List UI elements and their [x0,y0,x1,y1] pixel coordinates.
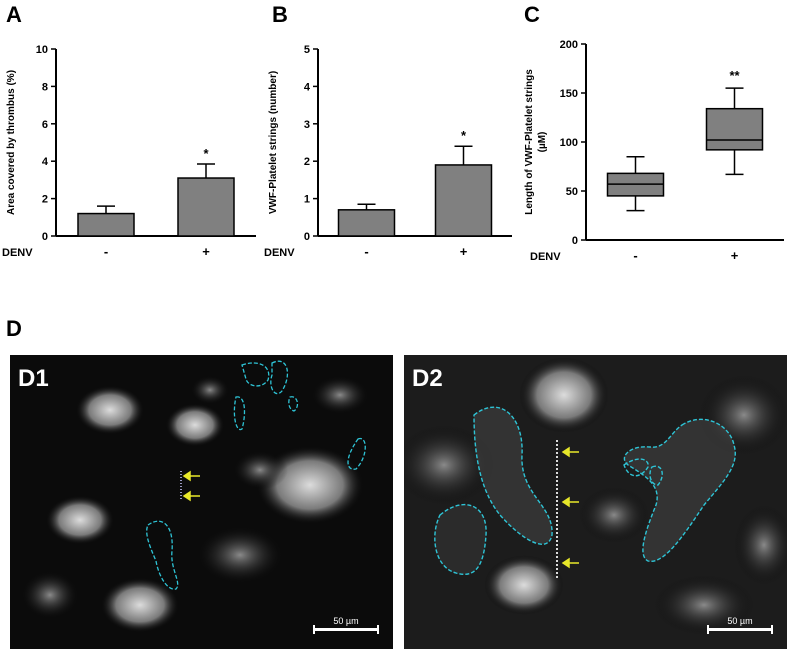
y-tick-label: 1 [304,194,310,206]
y-tick-label: 2 [304,156,310,168]
panel-letter-c: C [524,2,540,27]
panel-letter-b: B [272,2,288,27]
significance-marker: * [461,128,467,143]
y-axis-label: Length of VWF-Platelet strings (µM) [524,69,548,215]
micrograph-d1: D1 50 µm [10,355,393,649]
x-axis-label: DENV [530,251,561,263]
micrograph-d2-image [404,355,787,649]
micrograph-d1-image [10,355,393,649]
y-tick-label: 8 [42,81,48,93]
bar [177,177,235,237]
significance-marker: ** [729,68,740,83]
x-axis-label: DENV [264,247,295,259]
x-axis-label: DENV [2,247,33,259]
micrograph-d2: D2 50 µm [404,355,787,649]
y-tick-label: 10 [36,44,48,56]
y-tick-label: 5 [304,44,310,56]
x-category-label: - [104,244,108,259]
y-tick-label: 200 [560,39,578,51]
chart-c: 0 50 100 150 200 Length of VWF-Platelet strin… [524,39,784,263]
x-category-label: + [731,248,739,263]
y-tick-label: 4 [304,81,311,93]
significance-marker: * [203,146,209,161]
box [705,107,764,151]
y-tick-label: 2 [42,194,48,206]
x-category-label: + [202,244,210,259]
scale-bar-d2: 50 µm [707,616,773,634]
x-category-label: + [460,244,468,259]
y-tick-label: 0 [572,235,578,247]
bar [434,164,493,237]
y-tick-label: 4 [42,156,49,168]
x-category-label: - [633,248,637,263]
y-tick-label: 150 [560,88,578,100]
y-tick-label: 0 [42,231,48,243]
x-category-label: - [364,244,368,259]
micrograph-d1-label: D1 [18,365,49,392]
scale-bar-d1: 50 µm [313,616,379,634]
y-tick-label: 3 [304,119,310,131]
chart-a: 0 2 4 6 8 10 Area covered by thrombus (%) DENV -… [2,44,256,259]
y-tick-label: 50 [566,186,578,198]
bar [337,209,396,237]
y-tick-label: 6 [42,119,48,131]
y-axis-label: VWF-Platelet strings (number) [268,71,279,214]
scale-bar-d2-label: 50 µm [727,616,753,626]
y-tick-label: 0 [304,231,310,243]
scale-bar-d1-label: 50 µm [333,616,359,626]
panel-letter-a: A [6,2,22,27]
bar [77,212,135,237]
y-axis-label: Area covered by thrombus (%) [6,70,17,215]
micrograph-d2-label: D2 [412,365,443,392]
chart-b: 0 1 2 3 4 5 VWF-Platelet strings (number) DENV -… [264,44,512,259]
panel-letter-d: D [6,316,22,341]
y-tick-label: 100 [560,137,578,149]
